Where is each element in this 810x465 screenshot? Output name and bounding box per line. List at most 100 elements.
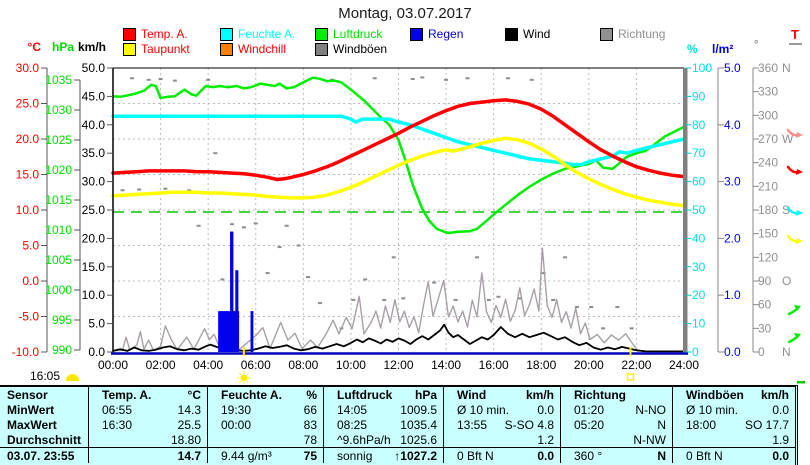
axis-tick-label: 60	[758, 298, 772, 312]
cell-value: 0.0	[537, 402, 554, 417]
rain-bar	[230, 231, 234, 352]
table-cell: 14.7	[88, 448, 207, 463]
axis-tick-label: 180	[758, 203, 778, 217]
chart-legend: Temp. A. Taupunkt Feuchte A. Windchill Luftd…	[0, 28, 810, 60]
wind-direction-dot	[213, 152, 218, 155]
table-cell: ^9.6hPa/h 1025.6	[323, 432, 443, 447]
cell-value: 1035.4	[400, 417, 437, 432]
column-name: Wind	[457, 387, 487, 402]
legend-item-windb-en: Windböen	[315, 43, 387, 56]
table-cell: 18.80	[88, 432, 207, 447]
series-temp-a-	[111, 98, 686, 182]
cell-value: N-NW	[633, 432, 666, 447]
stats-table: Sensor Temp. A. °C Feuchte A.% Luftdruck hPa W…	[0, 385, 798, 465]
axis-tick-label: 25.0	[82, 203, 106, 217]
cell-time: 08:25	[337, 417, 368, 432]
wind-direction-dot	[465, 77, 470, 80]
axis-tick-label: 990	[52, 343, 72, 357]
axis-tick-label: S	[782, 203, 790, 217]
legend-item-wind: Wind	[505, 28, 550, 41]
axis-tick-label: 08:00	[288, 358, 318, 372]
table-cell: 16:30 25.5	[88, 417, 207, 432]
wind-direction-dot	[505, 77, 510, 80]
cell-time: 360 °	[574, 448, 603, 463]
cell-value: 75	[303, 448, 317, 463]
cell-time: Ø 10 min.	[457, 402, 510, 417]
wind-direction-dot	[453, 298, 458, 301]
cell-time: 0 Bft N	[686, 448, 723, 463]
legend-swatch-icon	[505, 28, 518, 41]
axis-tick-label: 90	[758, 274, 772, 288]
table-header-feuchte-a-: Feuchte A.%	[207, 387, 323, 402]
sunset-icon	[626, 373, 635, 381]
sunshine-duration-value: 16:05	[30, 369, 61, 383]
wind-direction-dot	[265, 272, 270, 275]
table-cell: 0 Bft N 0.0	[672, 448, 795, 463]
axis-tick-label: 20.0	[16, 132, 40, 146]
axis-tick-label: 15.0	[16, 168, 40, 182]
axis-tick-label: N	[782, 61, 791, 75]
legend-swatch-icon	[315, 28, 328, 41]
weather-chart: 30.025.020.015.010.05.00.0-5.0-10.0°C103…	[12, 27, 805, 385]
axis-tick-label: 00:00	[98, 358, 128, 372]
axis-tick-label: 1005	[45, 253, 72, 267]
axis-tick-label: 20	[692, 288, 706, 302]
table-header-luftdruck: Luftdruck hPa	[323, 387, 443, 402]
axis-tick-label: 24:00	[669, 358, 699, 372]
cell-time: Ø 10 min.	[686, 402, 739, 417]
wind-direction-dot	[306, 276, 311, 279]
axis-tick-label: hPa	[52, 40, 74, 54]
column-unit: °C	[187, 387, 201, 402]
wind-direction-dot	[130, 77, 135, 80]
column-unit: km/h	[760, 387, 789, 402]
cell-time: 13:55	[457, 417, 488, 432]
axis-tick-label: 120	[758, 250, 778, 264]
sunrise-axis-tick	[242, 347, 245, 356]
wind-direction-dot	[432, 281, 437, 284]
rain-bar	[218, 311, 240, 352]
axis-tick-label: T	[791, 27, 799, 42]
axis-tick-label: 30.0	[16, 61, 40, 75]
wind-direction-dot	[363, 278, 368, 281]
wind-direction-dot	[146, 78, 151, 81]
column-name: Richtung	[574, 387, 626, 402]
axis-tick-label: 80	[692, 118, 706, 132]
axis-tick-label: 3.0	[724, 175, 741, 189]
cell-value: 1.9	[772, 432, 789, 447]
column-name: Luftdruck	[337, 387, 393, 402]
legend-item-regen: Regen	[410, 28, 463, 41]
legend-label: Richtung	[618, 27, 666, 41]
wind-direction-dot	[391, 256, 396, 259]
axis-tick-label: 18:00	[526, 358, 556, 372]
sunshine-icon	[66, 374, 80, 381]
cell-value: 0.0	[772, 448, 789, 463]
legend-item-temp-a-: Temp. A.	[123, 28, 188, 41]
axis-tick-label: W	[782, 132, 794, 146]
table-cell: 9.44 g/m³ 75	[207, 448, 323, 463]
axis-tick-label: 02:00	[146, 358, 176, 372]
table-cell: 19:30 66	[207, 402, 323, 417]
axis-tick-label: -10.0	[12, 345, 40, 359]
axis-tick-label: 1035	[45, 73, 72, 87]
table-cell: 0 Bft N 0.0	[443, 448, 560, 463]
wind-direction-dot	[444, 78, 449, 81]
wind-direction-dot	[317, 302, 322, 305]
axis-tick-label: 150	[758, 227, 778, 241]
legend-label: Regen	[428, 27, 464, 41]
axis-tick-label: 1015	[45, 193, 72, 207]
table-cell: Ø 10 min. 0.0	[672, 402, 795, 417]
legend-label: Windböen	[333, 42, 388, 56]
wind-direction-dot	[277, 246, 282, 249]
cell-value: N	[657, 417, 666, 432]
axis-tick-label: 20:00	[574, 358, 604, 372]
table-cell: 14:05 1009.5	[323, 402, 443, 417]
axis-tick-label: 10.0	[82, 288, 106, 302]
tendency-arrow-down-head	[796, 169, 803, 175]
axis-tick-label: 1.0	[724, 288, 741, 302]
axis-tick-label: 25.0	[16, 97, 40, 111]
cell-time: sonnig	[337, 448, 373, 463]
wind-direction-dot	[551, 298, 556, 301]
axis-tick-label: 100	[692, 61, 712, 75]
row-label: 03.07. 23:55	[7, 448, 75, 463]
table-cell: 78	[207, 432, 323, 447]
